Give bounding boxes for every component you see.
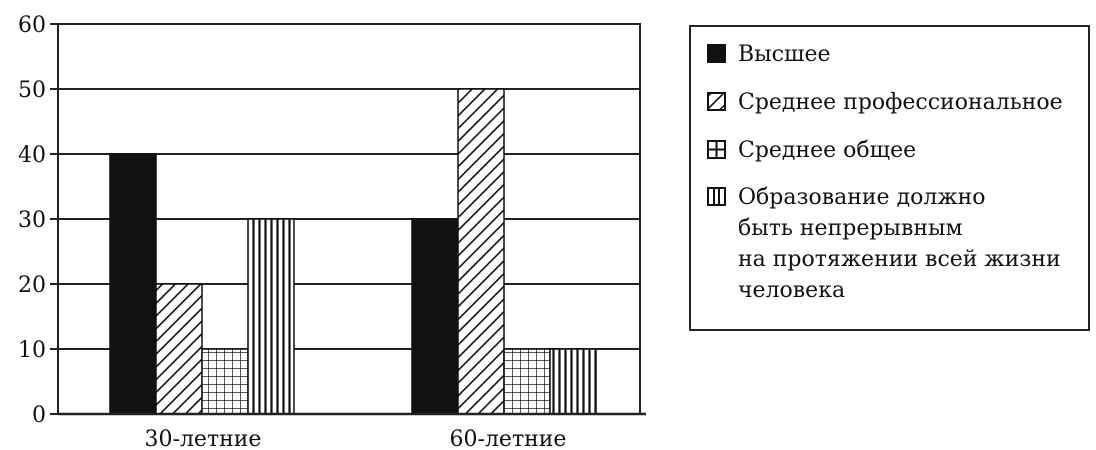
y-tick-label: 60	[18, 13, 46, 38]
y-tick-label: 20	[18, 273, 46, 298]
bar	[503, 348, 551, 415]
x-axis-categories: 30-летние 60-летние	[145, 427, 567, 450]
bar	[457, 88, 505, 415]
bar	[247, 218, 295, 415]
x-tick-label: 30-летние	[145, 427, 262, 450]
y-tick-label: 0	[32, 403, 46, 428]
y-axis-ticks: 0 10 20 30 40 50 60	[18, 13, 58, 428]
legend-swatch-solid-icon	[707, 44, 726, 63]
legend-label: Образование должно быть непрерывным на п…	[738, 185, 1061, 303]
bar-chart: 0 10 20 30 40 50 60 30-летние 60-летние	[18, 13, 646, 450]
legend-label: Среднее общее	[738, 138, 917, 163]
y-tick-label: 40	[18, 143, 46, 168]
y-tick-label: 30	[18, 208, 46, 233]
legend-item-secondary-general: Среднее общее	[707, 135, 1096, 166]
y-tick-label: 50	[18, 78, 46, 103]
chart-plot-svg: 0 10 20 30 40 50 60 30-летние 60-летние	[18, 13, 646, 450]
legend-label: Среднее профессиональное	[738, 90, 1063, 115]
legend-swatch-vertical-icon	[707, 187, 726, 206]
bar	[411, 218, 459, 415]
bar	[155, 283, 203, 415]
bars	[109, 88, 597, 415]
plot-frame	[57, 23, 646, 416]
legend-item-secondary-professional: Среднее профессиональное	[707, 87, 1096, 118]
x-tick-label: 60-летние	[450, 427, 567, 450]
legend-swatch-diagonal-icon	[707, 92, 726, 111]
y-tick-label: 10	[18, 338, 46, 363]
legend-swatch-grid-icon	[707, 140, 726, 159]
bar	[109, 153, 157, 415]
legend-item-lifelong: Образование должно быть непрерывным на п…	[707, 182, 1096, 306]
legend: Высшее Среднее профессиональное Среднее …	[689, 25, 1090, 331]
legend-item-higher: Высшее	[707, 39, 1096, 70]
bar	[201, 348, 249, 415]
legend-label: Высшее	[738, 42, 831, 67]
bar	[549, 348, 597, 415]
